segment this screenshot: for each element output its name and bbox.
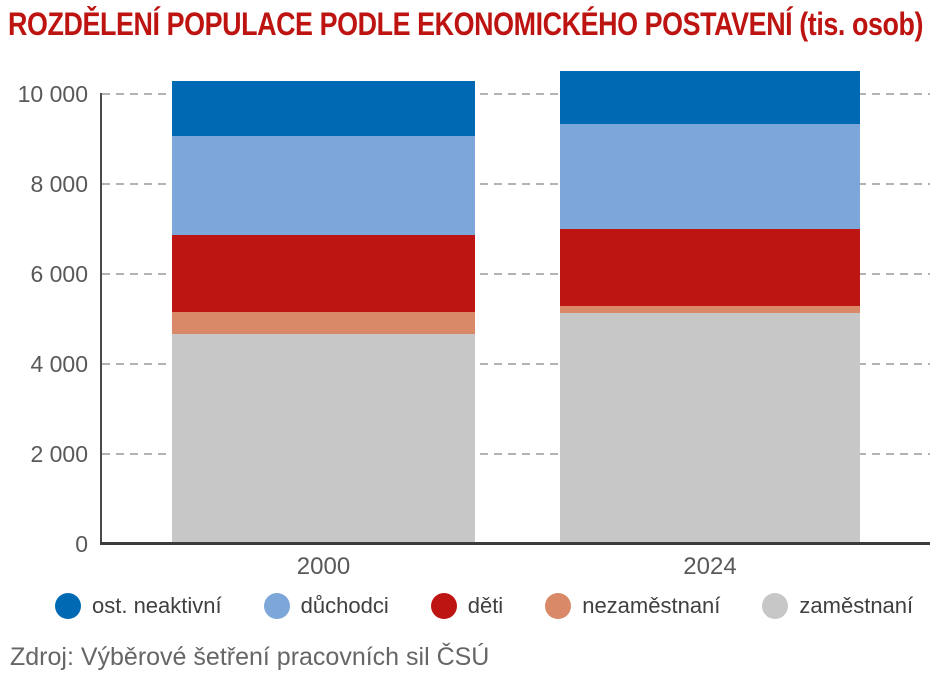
gridline-2000: [102, 453, 930, 455]
legend-dot-icon: [430, 593, 457, 619]
bar-segment-2024-důchodci: [560, 124, 860, 229]
bar-segment-2000-ost. neaktivní: [172, 80, 475, 136]
legend-dot-icon: [55, 593, 81, 619]
chart-title-text: ROZDĚLENÍ POPULACE PODLE EKONOMICKÉHO PO…: [8, 6, 924, 42]
chart-title: ROZDĚLENÍ POPULACE PODLE EKONOMICKÉHO PO…: [8, 6, 939, 43]
y-tick-label: 8 000: [30, 171, 88, 197]
legend-label: zaměstnaní: [799, 593, 914, 618]
legend-dot-icon: [545, 593, 572, 619]
x-tick-label-2000: 2000: [296, 553, 351, 580]
bar-2024: [560, 60, 860, 544]
gridline-6000: [102, 273, 930, 275]
x-axis-baseline: [100, 542, 930, 545]
x-tick-label-2024: 2024: [683, 553, 737, 580]
bar-segment-2024-zaměstnaní: [560, 313, 860, 544]
bar-segment-2000-nezaměstnaní: [172, 311, 475, 334]
bar-segment-2000-děti: [172, 234, 475, 312]
legend-item-děti: děti: [430, 593, 504, 619]
gridline-4000: [102, 363, 930, 365]
bar-segment-2024-ost. neaktivní: [560, 71, 860, 125]
y-axis-line: [100, 93, 102, 544]
legend-item-ost-neaktivní: ost. neaktivní: [55, 593, 222, 619]
legend-label: důchodci: [300, 593, 389, 618]
bar-segment-2024-nezaměstnaní: [560, 305, 860, 314]
legend: ost. neaktivní důchodci děti nezaměstnaní za…: [55, 593, 939, 619]
bar-2000: [172, 60, 475, 544]
legend-item-nezaměstnaní: nezaměstnaní: [545, 593, 720, 619]
legend-item-důchodci: důchodci: [263, 593, 389, 619]
bar-segment-2000-zaměstnaní: [172, 333, 475, 544]
legend-label: děti: [467, 593, 504, 618]
source-note: Zdroj: Výběrové šetření pracovních sil Č…: [10, 643, 490, 671]
y-tick-label: 4 000: [30, 351, 88, 377]
gridline-8000: [102, 183, 930, 185]
bar-segment-2024-děti: [560, 228, 860, 306]
plot-area: [100, 60, 930, 545]
legend-item-zaměstnaní: zaměstnaní: [762, 593, 913, 619]
legend-label: nezaměstnaní: [582, 593, 721, 618]
bar-segment-2000-důchodci: [172, 135, 475, 235]
y-tick-label: 6 000: [30, 261, 88, 287]
legend-dot-icon: [762, 593, 789, 619]
legend-label: ost. neaktivní: [92, 593, 222, 618]
gridline-10000: [102, 93, 930, 95]
y-tick-label: 0: [75, 531, 88, 557]
legend-dot-icon: [263, 593, 290, 619]
y-tick-label: 10 000: [17, 81, 88, 107]
y-tick-label: 2 000: [30, 441, 88, 467]
